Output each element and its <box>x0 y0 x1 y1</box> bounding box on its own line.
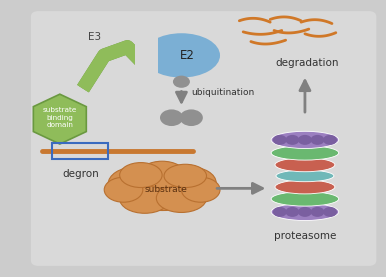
Ellipse shape <box>271 131 339 148</box>
Circle shape <box>323 135 337 145</box>
Ellipse shape <box>156 184 207 212</box>
Ellipse shape <box>271 192 339 206</box>
Bar <box>52 143 108 159</box>
Text: substrate
binding
domain: substrate binding domain <box>42 107 77 128</box>
Ellipse shape <box>120 184 170 213</box>
Ellipse shape <box>164 164 207 188</box>
Ellipse shape <box>275 180 335 194</box>
Ellipse shape <box>118 166 207 211</box>
Ellipse shape <box>275 158 335 172</box>
Ellipse shape <box>181 177 220 202</box>
Ellipse shape <box>143 33 220 78</box>
Ellipse shape <box>108 167 162 201</box>
Ellipse shape <box>104 177 143 202</box>
Circle shape <box>180 109 203 126</box>
Circle shape <box>311 135 324 145</box>
Text: E2: E2 <box>180 49 195 62</box>
Ellipse shape <box>276 170 334 182</box>
Circle shape <box>298 135 312 145</box>
Bar <box>135 30 158 80</box>
Circle shape <box>160 109 183 126</box>
Circle shape <box>286 207 300 217</box>
Circle shape <box>273 207 287 217</box>
Polygon shape <box>33 94 86 144</box>
Circle shape <box>323 207 337 217</box>
Circle shape <box>273 135 287 145</box>
Ellipse shape <box>120 163 162 188</box>
FancyBboxPatch shape <box>31 11 376 266</box>
Circle shape <box>173 76 190 88</box>
Ellipse shape <box>271 203 339 220</box>
Ellipse shape <box>139 161 185 188</box>
Text: ubiquitination: ubiquitination <box>191 88 254 97</box>
Text: substrate: substrate <box>144 185 188 194</box>
Ellipse shape <box>271 146 339 160</box>
Circle shape <box>311 207 324 217</box>
Text: E3: E3 <box>88 32 101 42</box>
Ellipse shape <box>162 167 216 199</box>
Circle shape <box>298 207 312 217</box>
Text: degron: degron <box>63 169 100 179</box>
Circle shape <box>286 135 300 145</box>
Text: degradation: degradation <box>275 58 339 68</box>
Text: proteasome: proteasome <box>274 231 336 241</box>
